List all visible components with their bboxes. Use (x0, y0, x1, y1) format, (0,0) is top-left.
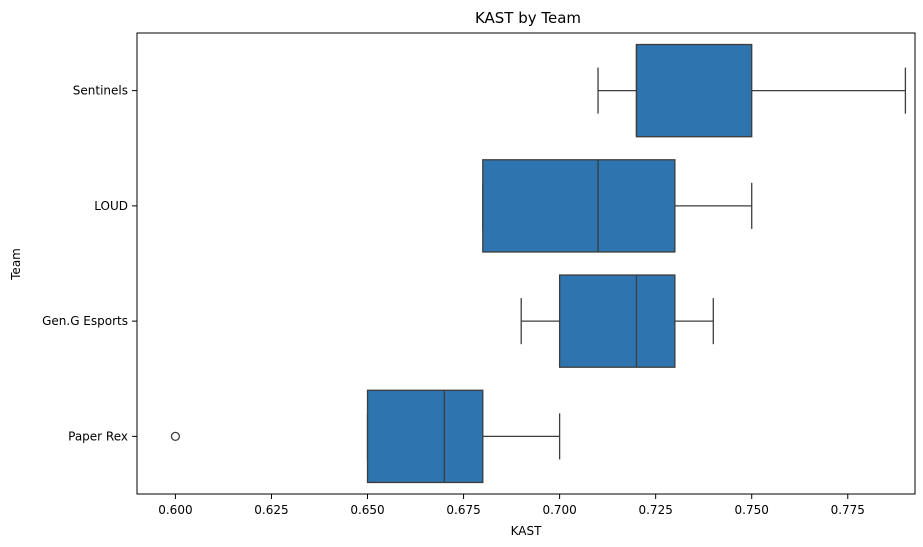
y-axis-ticks: Sentinels LOUD Gen.G Esports Paper Rex (42, 84, 137, 443)
x-axis-ticks: 0.600 0.625 0.650 0.675 0.700 0.725 0.750 0.775 (158, 494, 865, 517)
y-axis-label: Team (9, 248, 23, 281)
box-gen-g-esports (520, 274, 714, 368)
y-tick-label: Sentinels (73, 84, 128, 98)
x-tick-label: 0.625 (254, 503, 288, 517)
x-tick-label: 0.750 (735, 503, 769, 517)
iqr-box (558, 274, 676, 368)
iqr-box (635, 43, 753, 138)
chart-title: KAST by Team (475, 9, 581, 27)
y-tick-label: Gen.G Esports (42, 314, 128, 328)
box-sentinels (597, 43, 907, 138)
x-tick-label: 0.600 (158, 503, 192, 517)
x-tick-label: 0.675 (446, 503, 480, 517)
x-tick-label: 0.725 (638, 503, 672, 517)
x-axis-label: KAST (511, 524, 542, 538)
x-tick-label: 0.650 (350, 503, 384, 517)
iqr-box (366, 389, 484, 484)
iqr-box (482, 159, 676, 253)
box-loud (482, 159, 753, 253)
y-tick-label: LOUD (94, 199, 128, 213)
y-tick-label: Paper Rex (68, 429, 128, 443)
box-paper-rex (170, 389, 561, 484)
plot-frame (136, 32, 916, 495)
outlier-point (170, 431, 181, 442)
x-tick-label: 0.775 (831, 503, 865, 517)
boxes-layer (170, 43, 907, 484)
x-tick-label: 0.700 (542, 503, 576, 517)
